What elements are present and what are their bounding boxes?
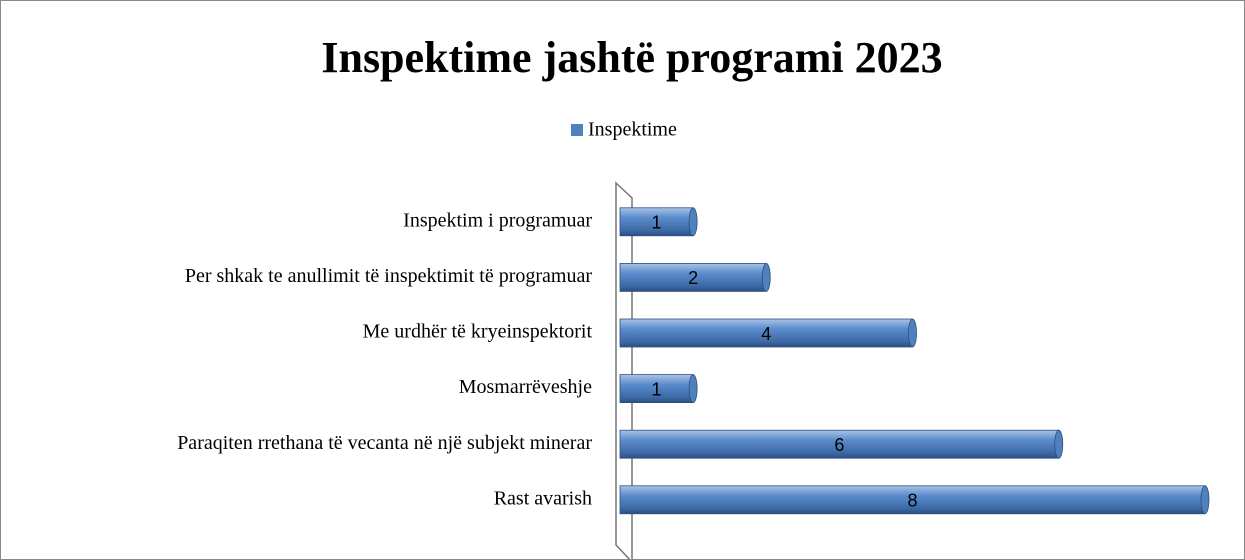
y-tick-label: Per shkak te anullimit të inspektimit të…: [185, 265, 592, 287]
chart-title: Inspektime jashtë programi 2023: [321, 33, 942, 82]
legend-swatch: [571, 124, 583, 136]
bar-cap: [1054, 429, 1064, 459]
legend-label: Inspektime: [588, 119, 677, 141]
bar: [619, 262, 767, 292]
y-tick-label: Inspektim i programuar: [403, 209, 592, 231]
data-label: 8: [907, 491, 917, 511]
y-tick-label: Paraqiten rrethana të vecanta në një sub…: [177, 432, 592, 454]
bar-cap: [688, 207, 698, 237]
bar-cap: [1200, 485, 1210, 515]
bar-cap: [908, 318, 917, 348]
bar-cap: [688, 374, 698, 404]
y-tick-label: Mosmarrëveshje: [459, 376, 592, 398]
data-label: 1: [652, 379, 662, 399]
bar: [619, 429, 1060, 459]
bar-cap: [761, 262, 771, 292]
data-label: 2: [688, 268, 698, 288]
bar: [619, 485, 1206, 515]
data-label: 6: [834, 435, 844, 455]
bar: [619, 318, 913, 348]
data-label: 1: [652, 213, 662, 233]
data-label: 4: [761, 324, 771, 344]
y-tick-label: Me urdhër të kryeinspektorit: [363, 321, 593, 343]
y-tick-label: Rast avarish: [494, 487, 592, 509]
